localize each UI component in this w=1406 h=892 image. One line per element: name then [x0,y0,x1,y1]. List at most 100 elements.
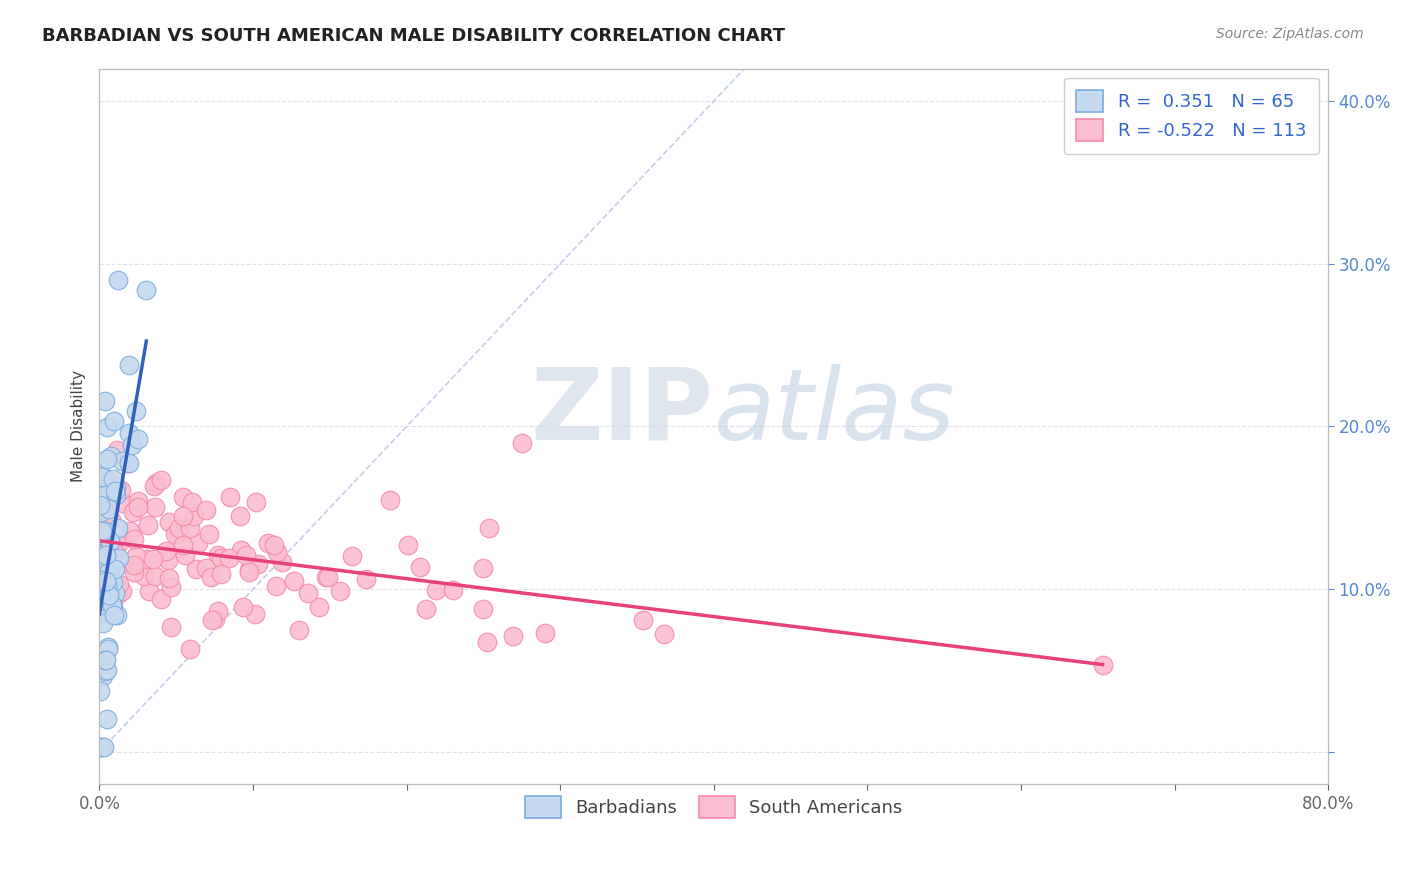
Point [378,493,401,508]
Point [329,584,352,599]
Point [408,560,430,574]
Point [125,549,148,563]
Point [117,456,139,470]
Point [396,538,419,552]
Point [246,557,269,571]
Point [94,665,117,679]
Point [172,538,194,552]
Point [118,524,141,539]
Point [94,524,117,538]
Point [96,531,118,545]
Point [108,577,131,591]
Point [243,607,266,622]
Point [179,521,201,535]
Point [180,495,202,509]
Point [165,527,187,541]
Point [105,480,128,494]
Point [94,653,117,667]
Point [149,591,172,606]
Point [96,577,118,591]
Point [104,586,127,600]
Point [127,432,149,446]
Point [122,558,145,573]
Point [118,425,141,440]
Point [157,515,180,529]
Point [96,663,118,677]
Point [238,565,260,579]
Point [93,615,115,630]
Point [184,562,207,576]
Point [100,513,122,527]
Point [104,483,127,498]
Point [207,549,229,563]
Point [118,358,141,372]
Point [143,569,166,583]
Point [167,525,190,540]
Point [471,601,494,615]
Point [475,635,498,649]
Legend: Barbadians, South Americans: Barbadians, South Americans [517,789,910,825]
Point [111,454,134,468]
Point [101,539,124,553]
Point [91,593,114,607]
Point [97,605,120,619]
Point [1091,657,1114,672]
Text: atlas: atlas [714,364,956,460]
Point [441,583,464,598]
Point [194,503,217,517]
Point [103,599,125,614]
Point [266,544,288,558]
Point [98,488,121,502]
Point [104,561,127,575]
Point [90,524,112,539]
Point [510,435,533,450]
Point [155,544,177,558]
Point [101,472,124,486]
Point [107,536,129,550]
Point [283,574,305,588]
Point [425,583,447,598]
Point [173,548,195,562]
Point [169,521,191,535]
Point [107,273,129,287]
Text: Source: ZipAtlas.com: Source: ZipAtlas.com [1216,27,1364,41]
Point [472,561,495,575]
Point [534,625,557,640]
Point [96,594,118,608]
Point [89,498,111,512]
Point [340,549,363,563]
Point [201,613,224,627]
Point [179,642,201,657]
Point [93,739,115,754]
Point [96,712,118,726]
Point [110,483,132,497]
Point [652,627,675,641]
Point [631,613,654,627]
Point [266,579,288,593]
Point [91,669,114,683]
Point [315,570,337,584]
Point [111,583,134,598]
Point [354,573,377,587]
Point [209,567,232,582]
Point [122,533,145,547]
Point [127,500,149,514]
Point [96,452,118,467]
Point [149,473,172,487]
Point [91,557,114,571]
Text: ZIP: ZIP [531,364,714,460]
Point [90,505,112,519]
Point [90,529,112,543]
Point [91,739,114,754]
Point [183,508,205,523]
Point [122,566,145,580]
Point [204,612,226,626]
Point [97,640,120,654]
Point [132,569,155,583]
Point [207,605,229,619]
Point [108,551,131,566]
Point [209,551,232,566]
Point [110,557,132,571]
Point [145,475,167,490]
Point [103,414,125,428]
